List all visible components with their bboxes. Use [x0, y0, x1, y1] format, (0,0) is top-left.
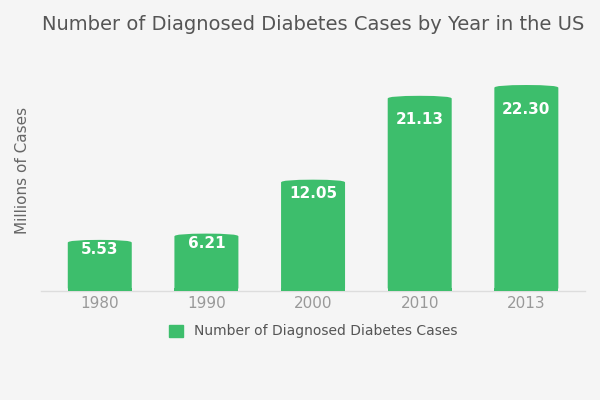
Bar	[388, 288, 452, 291]
Title: Number of Diagnosed Diabetes Cases by Year in the US: Number of Diagnosed Diabetes Cases by Ye…	[42, 15, 584, 34]
Text: 6.21: 6.21	[188, 236, 225, 252]
FancyBboxPatch shape	[388, 96, 452, 291]
Text: 21.13: 21.13	[396, 112, 444, 127]
FancyBboxPatch shape	[68, 240, 132, 291]
Text: 12.05: 12.05	[289, 186, 337, 200]
FancyBboxPatch shape	[281, 180, 345, 291]
Text: 5.53: 5.53	[81, 242, 119, 256]
Legend: Number of Diagnosed Diabetes Cases: Number of Diagnosed Diabetes Cases	[163, 319, 463, 344]
Bar	[68, 288, 132, 291]
Bar	[494, 288, 559, 291]
Y-axis label: Millions of Cases: Millions of Cases	[15, 107, 30, 234]
FancyBboxPatch shape	[494, 85, 559, 291]
Bar	[175, 288, 238, 291]
Bar	[281, 288, 345, 291]
FancyBboxPatch shape	[175, 234, 238, 291]
Text: 22.30: 22.30	[502, 102, 551, 117]
